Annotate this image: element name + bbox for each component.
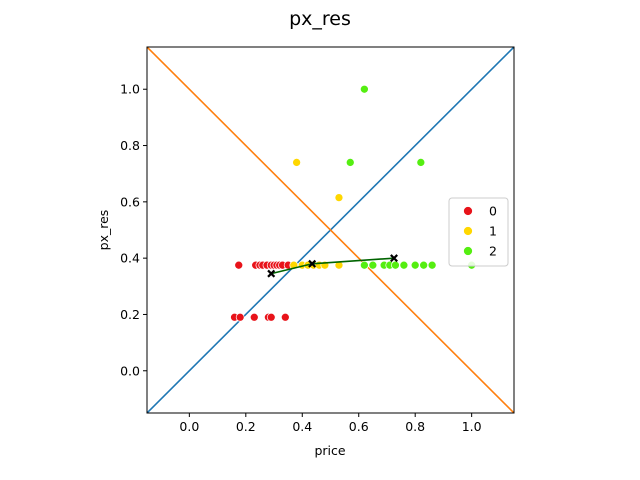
data-point-series-0 (235, 312, 245, 322)
data-point-series-2 (368, 260, 378, 270)
data-point-series-2 (391, 260, 400, 270)
y-axis-label: px_res (96, 210, 111, 251)
data-point-series-0 (280, 312, 290, 322)
centroid-marker (390, 254, 398, 263)
data-point-series-0 (234, 260, 244, 270)
x-tick-label: 0.8 (405, 419, 425, 434)
data-point-series-2 (360, 84, 369, 94)
legend-label-series-0: 0 (489, 204, 497, 219)
x-tick-label: 0.6 (349, 419, 369, 434)
data-point-series-2 (419, 260, 429, 270)
y-tick-label: 1.0 (120, 82, 140, 97)
y-tick-label: 0.8 (120, 138, 140, 153)
legend-label-series-1: 1 (489, 224, 497, 239)
legend-label-series-2: 2 (489, 244, 497, 259)
x-tick-label: 1.0 (462, 419, 482, 434)
legend: 0 1 2 (448, 197, 509, 267)
x-tick-label: 0.0 (179, 419, 199, 434)
x-axis-label: price (314, 443, 345, 458)
data-point-series-2 (399, 260, 409, 270)
data-point-series-2 (360, 260, 369, 270)
data-point-series-2 (427, 260, 437, 270)
data-point-series-2 (345, 158, 355, 167)
legend-marker-series-0 (463, 206, 473, 216)
centroid-marker (267, 269, 276, 278)
anti-diagonal-reference-line (147, 47, 514, 413)
y-tick-label: 0.4 (120, 251, 140, 266)
x-tick-label: 0.4 (292, 419, 312, 434)
y-tick-label: 0.2 (120, 307, 140, 322)
data-point-series-2 (416, 158, 426, 167)
data-point-series-0 (249, 312, 259, 322)
legend-box (448, 197, 509, 267)
axes-frame (146, 46, 515, 414)
y-tick-label: 0.6 (120, 194, 140, 209)
data-point-series-1 (292, 158, 301, 167)
centroid-marker (308, 259, 317, 268)
data-point-series-0 (266, 312, 276, 322)
legend-marker-series-2 (463, 246, 473, 256)
data-point-series-1 (334, 193, 344, 202)
data-point-series-2 (410, 260, 420, 270)
x-tick-label: 0.2 (236, 419, 256, 434)
legend-marker-series-1 (463, 226, 473, 236)
chart-title: px_res (289, 8, 351, 30)
y-tick-label: 0.0 (120, 363, 140, 378)
